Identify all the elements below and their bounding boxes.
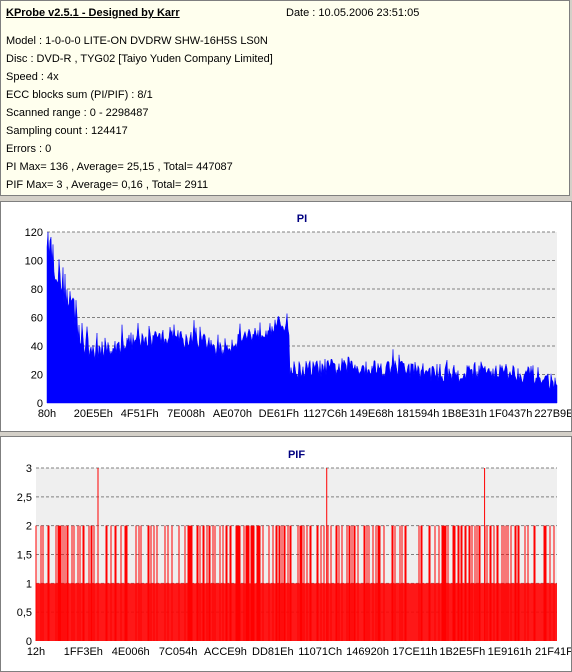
y-tick-label: 100 — [25, 256, 43, 268]
y-tick-label: 40 — [31, 341, 43, 353]
scan-info-panel: KProbe v2.5.1 - Designed by Karr Date : … — [0, 0, 570, 196]
app-title: KProbe v2.5.1 - Designed by Karr — [6, 7, 180, 19]
pif-chart: PIF 0 0,5 1 1,5 2 2,5 3 12h 1FF3Eh 4E006h 7C054h ACC… — [17, 449, 571, 658]
y-tick-label: 3 — [26, 463, 32, 475]
x-tick-label: 1127C6h — [303, 408, 347, 420]
x-tick-label: 20E5Eh — [74, 408, 113, 420]
y-tick-label: 2 — [26, 521, 32, 533]
y-tick-label: 0 — [26, 636, 32, 648]
chart-title: PI — [297, 213, 307, 225]
x-tick-label: DE61Fh — [259, 408, 299, 420]
x-tick-label: 1E9161h — [488, 646, 532, 658]
y-tick-label: 0,5 — [17, 607, 32, 619]
x-tick-label: 12h — [27, 646, 45, 658]
y-tick-label: 0 — [37, 398, 43, 410]
x-tick-label: 4E006h — [112, 646, 150, 658]
pi-chart: PI 0 20 40 60 80 100 120 80h 20E5Eh 4F51Fh 7E008h AE… — [25, 213, 571, 420]
scan-date: Date : 10.05.2006 23:51:05 — [286, 7, 420, 19]
model-line: Model : 1-0-0-0 LITE-ON DVDRW SHW-16H5S … — [6, 35, 268, 47]
y-tick-label: 1 — [26, 578, 32, 590]
x-tick-label: DD81Eh — [252, 646, 294, 658]
x-tick-label: 80h — [38, 408, 56, 420]
x-tick-label: 146920h — [346, 646, 389, 658]
x-tick-label: 21F41Fh — [535, 646, 571, 658]
x-tick-label: AE070h — [213, 408, 252, 420]
x-tick-label: 7C054h — [159, 646, 198, 658]
range-line: Scanned range : 0 - 2298487 — [6, 107, 149, 119]
ecc-line: ECC blocks sum (PI/PIF) : 8/1 — [6, 89, 153, 101]
x-tick-label: 227B9Eh — [534, 408, 571, 420]
chart-title: PIF — [288, 449, 305, 461]
disc-line: Disc : DVD-R , TYG02 [Taiyo Yuden Compan… — [6, 53, 273, 65]
x-tick-label: 181594h — [396, 408, 439, 420]
y-tick-label: 60 — [31, 313, 43, 325]
pif-chart-panel: PIF 0 0,5 1 1,5 2 2,5 3 12h 1FF3Eh 4E006h 7C054h ACC… — [0, 436, 572, 672]
x-tick-label: 1B8E31h — [442, 408, 487, 420]
x-tick-label: ACCE9h — [204, 646, 247, 658]
x-tick-label: 7E008h — [167, 408, 205, 420]
x-tick-label: 11071Ch — [298, 646, 342, 658]
y-tick-label: 20 — [31, 370, 43, 382]
pi-series — [46, 231, 558, 404]
x-tick-label: 1FF3Eh — [64, 646, 103, 658]
pi-summary-line: PI Max= 136 , Average= 25,15 , Total= 44… — [6, 161, 233, 173]
x-tick-label: 149E68h — [350, 408, 394, 420]
sampling-line: Sampling count : 124417 — [6, 125, 128, 137]
y-tick-label: 120 — [25, 227, 43, 239]
speed-line: Speed : 4x — [6, 71, 59, 83]
x-tick-label: 1B2E5Fh — [439, 646, 485, 658]
x-tick-label: 1F0437h — [489, 408, 532, 420]
x-tick-label: 17CE11h — [392, 646, 437, 658]
x-tick-label: 4F51Fh — [121, 408, 159, 420]
y-tick-label: 2,5 — [17, 492, 32, 504]
y-tick-label: 1,5 — [17, 550, 32, 562]
pif-summary-line: PIF Max= 3 , Average= 0,16 , Total= 2911 — [6, 179, 209, 191]
errors-line: Errors : 0 — [6, 143, 52, 155]
y-tick-label: 80 — [31, 284, 43, 296]
pi-chart-panel: PI 0 20 40 60 80 100 120 80h 20E5Eh 4F51Fh 7E008h AE… — [0, 201, 572, 432]
